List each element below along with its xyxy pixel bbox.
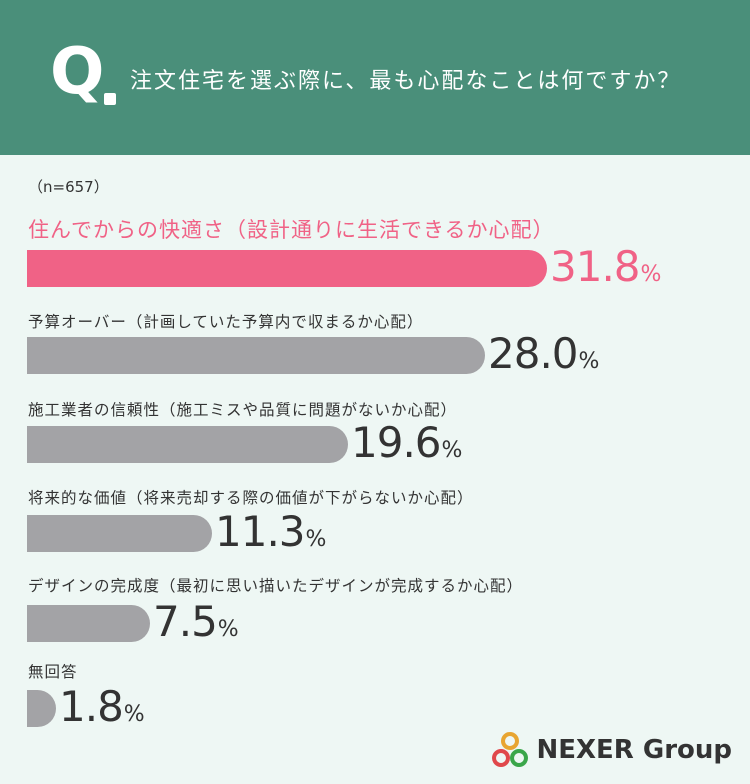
value-label: 31.8% [550,246,661,288]
q-letter: Q [50,35,105,109]
value-number: 31.8 [550,242,641,291]
value-number: 1.8 [59,682,124,731]
value-unit: % [123,702,145,727]
bar-label: 予算オーバー（計画していた予算内で収まるか心配） [28,313,424,331]
logo-rings-icon [492,732,529,767]
value-unit: % [217,617,239,642]
bar [27,605,150,642]
bar [27,426,348,463]
bar [27,250,547,287]
bar [27,515,212,552]
value-unit: % [578,349,600,374]
value-number: 28.0 [488,329,579,378]
sample-size: （n=657） [28,178,109,196]
value-number: 19.6 [351,418,442,467]
q-dot [104,93,116,105]
value-label: 11.3% [215,511,326,553]
bar-label: 将来的な価値（将来売却する際の価値が下がらないか心配） [28,489,474,507]
logo-text: NEXER Group [536,735,732,765]
nexer-logo: NEXER Group [490,730,732,770]
bar [27,337,485,374]
value-label: 7.5% [153,601,239,643]
bar-label: 住んでからの快適さ（設計通りに生活できるか心配） [28,218,555,242]
value-number: 11.3 [215,507,306,556]
bar [27,690,56,727]
header-banner: Q 注文住宅を選ぶ際に、最も心配なことは何ですか？ [0,0,750,155]
value-label: 1.8% [59,686,145,728]
value-label: 28.0% [488,333,599,375]
bar-label: 施工業者の信頼性（施工ミスや品質に問題がないか心配） [28,401,458,419]
value-unit: % [441,438,463,463]
question-title: 注文住宅を選ぶ際に、最も心配なことは何ですか？ [130,69,682,94]
value-unit: % [305,527,327,552]
value-number: 7.5 [153,597,218,646]
value-label: 19.6% [351,422,462,464]
bar-label: デザインの完成度（最初に思い描いたデザインが完成するか心配） [28,577,524,595]
bar-label: 無回答 [28,663,78,681]
value-unit: % [640,262,662,287]
